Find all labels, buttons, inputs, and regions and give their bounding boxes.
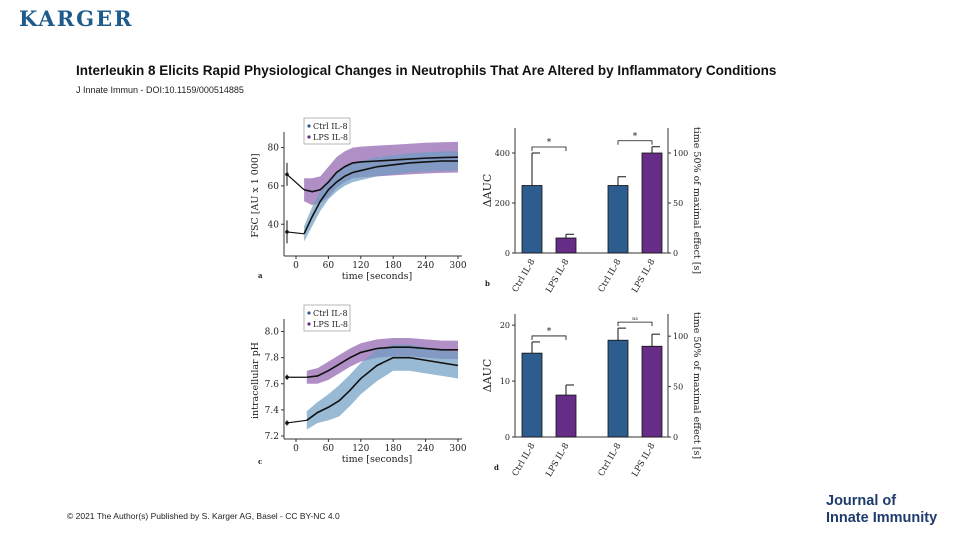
left-tick-label-b: 0 bbox=[505, 249, 510, 258]
panel-label-a: a bbox=[258, 271, 263, 280]
right-tick-label-b: 50 bbox=[673, 199, 683, 208]
significance-mark-b: * bbox=[547, 138, 552, 148]
bar-b bbox=[521, 185, 543, 254]
x-tick-label-c: 0 bbox=[293, 444, 299, 454]
x-tick-label-c: 180 bbox=[385, 444, 402, 454]
journal-logo: Journal of Innate Immunity bbox=[826, 493, 937, 527]
x-tick-label-c: 120 bbox=[352, 444, 369, 454]
panel-label-b: b bbox=[485, 279, 490, 288]
significance-mark-d: ns bbox=[632, 316, 638, 322]
y-tick-label-a: 40 bbox=[268, 220, 280, 230]
right-tick-label-d: 0 bbox=[673, 433, 678, 442]
baseline-point-a bbox=[285, 172, 289, 177]
bar-d bbox=[555, 394, 577, 438]
right-axis-title-b: time 50% of maximal effect [s] bbox=[691, 127, 702, 274]
category-label-d: Ctrl IL-8 bbox=[597, 442, 624, 479]
category-label-b: LPS IL-8 bbox=[544, 258, 571, 295]
baseline-point-a bbox=[285, 230, 289, 234]
legend-marker-a bbox=[307, 124, 311, 128]
panel-label-c: c bbox=[258, 457, 262, 466]
x-tick-label-a: 180 bbox=[385, 261, 402, 271]
left-tick-label-d: 0 bbox=[505, 433, 510, 442]
y-tick-label-c: 7.2 bbox=[265, 432, 279, 442]
journal-line-1: Journal of bbox=[826, 493, 897, 509]
category-label-b: LPS IL-8 bbox=[630, 258, 657, 295]
significance-bracket-b bbox=[531, 146, 567, 151]
significance-bracket-b bbox=[617, 140, 653, 145]
left-tick-label-b: 200 bbox=[495, 199, 510, 208]
x-tick-label-a: 120 bbox=[352, 261, 369, 271]
ci-band-c bbox=[306, 344, 458, 430]
right-axis-title-d: time 50% of maximal effect [s] bbox=[691, 312, 702, 459]
legend-box-a bbox=[303, 117, 351, 145]
y-axis-title-c: intracellular pH bbox=[250, 342, 261, 419]
series-line-a bbox=[303, 160, 458, 235]
ci-band-a bbox=[304, 151, 458, 242]
bar-d bbox=[521, 352, 543, 438]
category-label-b: Ctrl IL-8 bbox=[597, 258, 624, 295]
legend-label-a: Ctrl IL-8 bbox=[313, 122, 348, 131]
significance-mark-d: * bbox=[547, 327, 552, 337]
y-tick-label-c: 7.4 bbox=[265, 406, 280, 416]
legend-marker-c bbox=[307, 311, 311, 315]
series-line-c bbox=[306, 356, 459, 421]
y-tick-label-c: 7.6 bbox=[265, 380, 280, 390]
journal-line-2: Innate Immunity bbox=[826, 510, 938, 526]
left-tick-label-d: 10 bbox=[500, 377, 510, 386]
x-tick-label-a: 0 bbox=[293, 261, 299, 271]
bar-b bbox=[641, 152, 663, 254]
copyright-line: © 2021 The Author(s) Published by S. Kar… bbox=[67, 511, 340, 521]
x-axis-title-a: time [seconds] bbox=[342, 271, 413, 282]
significance-mark-b: * bbox=[633, 132, 638, 142]
series-line-c bbox=[306, 346, 458, 379]
panel-label-d: d bbox=[494, 463, 499, 472]
left-tick-label-d: 20 bbox=[500, 321, 510, 330]
significance-bracket-d bbox=[531, 335, 567, 340]
x-tick-label-c: 240 bbox=[417, 444, 434, 454]
left-axis-title-b: ΔAUC bbox=[481, 174, 494, 208]
y-tick-label-c: 7.8 bbox=[265, 354, 280, 364]
y-tick-label-c: 8.0 bbox=[265, 328, 280, 338]
category-label-b: Ctrl IL-8 bbox=[511, 258, 538, 295]
bar-b bbox=[607, 185, 629, 254]
y-axis-title-a: FSC [AU x 1 000] bbox=[250, 153, 261, 237]
baseline-connector-a bbox=[286, 173, 305, 191]
left-tick-label-b: 400 bbox=[495, 149, 510, 158]
x-tick-label-a: 60 bbox=[323, 261, 335, 271]
legend-box-c bbox=[303, 304, 351, 332]
bar-b bbox=[555, 237, 577, 254]
x-axis-title-c: time [seconds] bbox=[342, 454, 413, 465]
legend-marker-a bbox=[307, 135, 311, 139]
y-tick-label-a: 60 bbox=[268, 182, 280, 192]
right-tick-label-b: 0 bbox=[673, 249, 678, 258]
x-tick-label-c: 300 bbox=[449, 444, 466, 454]
legend-label-c: LPS IL-8 bbox=[313, 320, 348, 329]
category-label-d: LPS IL-8 bbox=[630, 442, 657, 479]
series-line-a bbox=[303, 156, 459, 193]
baseline-point-c bbox=[285, 421, 289, 425]
left-axis-title-d: ΔAUC bbox=[481, 359, 494, 393]
right-tick-label-b: 100 bbox=[673, 149, 688, 158]
bar-d bbox=[607, 339, 629, 438]
right-tick-label-d: 50 bbox=[673, 383, 683, 392]
x-tick-label-a: 300 bbox=[449, 261, 466, 271]
right-tick-label-d: 100 bbox=[673, 332, 688, 341]
significance-bracket-d bbox=[617, 321, 653, 327]
x-tick-label-a: 240 bbox=[417, 261, 434, 271]
x-tick-label-c: 60 bbox=[323, 444, 335, 454]
y-tick-label-a: 80 bbox=[268, 144, 280, 154]
baseline-connector-a bbox=[286, 231, 305, 235]
karger-logo: KARGER bbox=[19, 6, 134, 31]
category-label-d: LPS IL-8 bbox=[544, 442, 571, 479]
category-label-d: Ctrl IL-8 bbox=[511, 442, 538, 479]
slide-title: Interleukin 8 Elicits Rapid Physiologica… bbox=[76, 63, 777, 78]
legend-label-a: LPS IL-8 bbox=[313, 133, 348, 142]
baseline-point-c bbox=[285, 375, 289, 380]
baseline-connector-c bbox=[286, 419, 307, 424]
legend-label-c: Ctrl IL-8 bbox=[313, 309, 348, 318]
bar-d bbox=[641, 345, 663, 438]
citation: J Innate Immun - DOI:10.1159/000514885 bbox=[76, 85, 244, 95]
legend-marker-c bbox=[307, 322, 311, 326]
